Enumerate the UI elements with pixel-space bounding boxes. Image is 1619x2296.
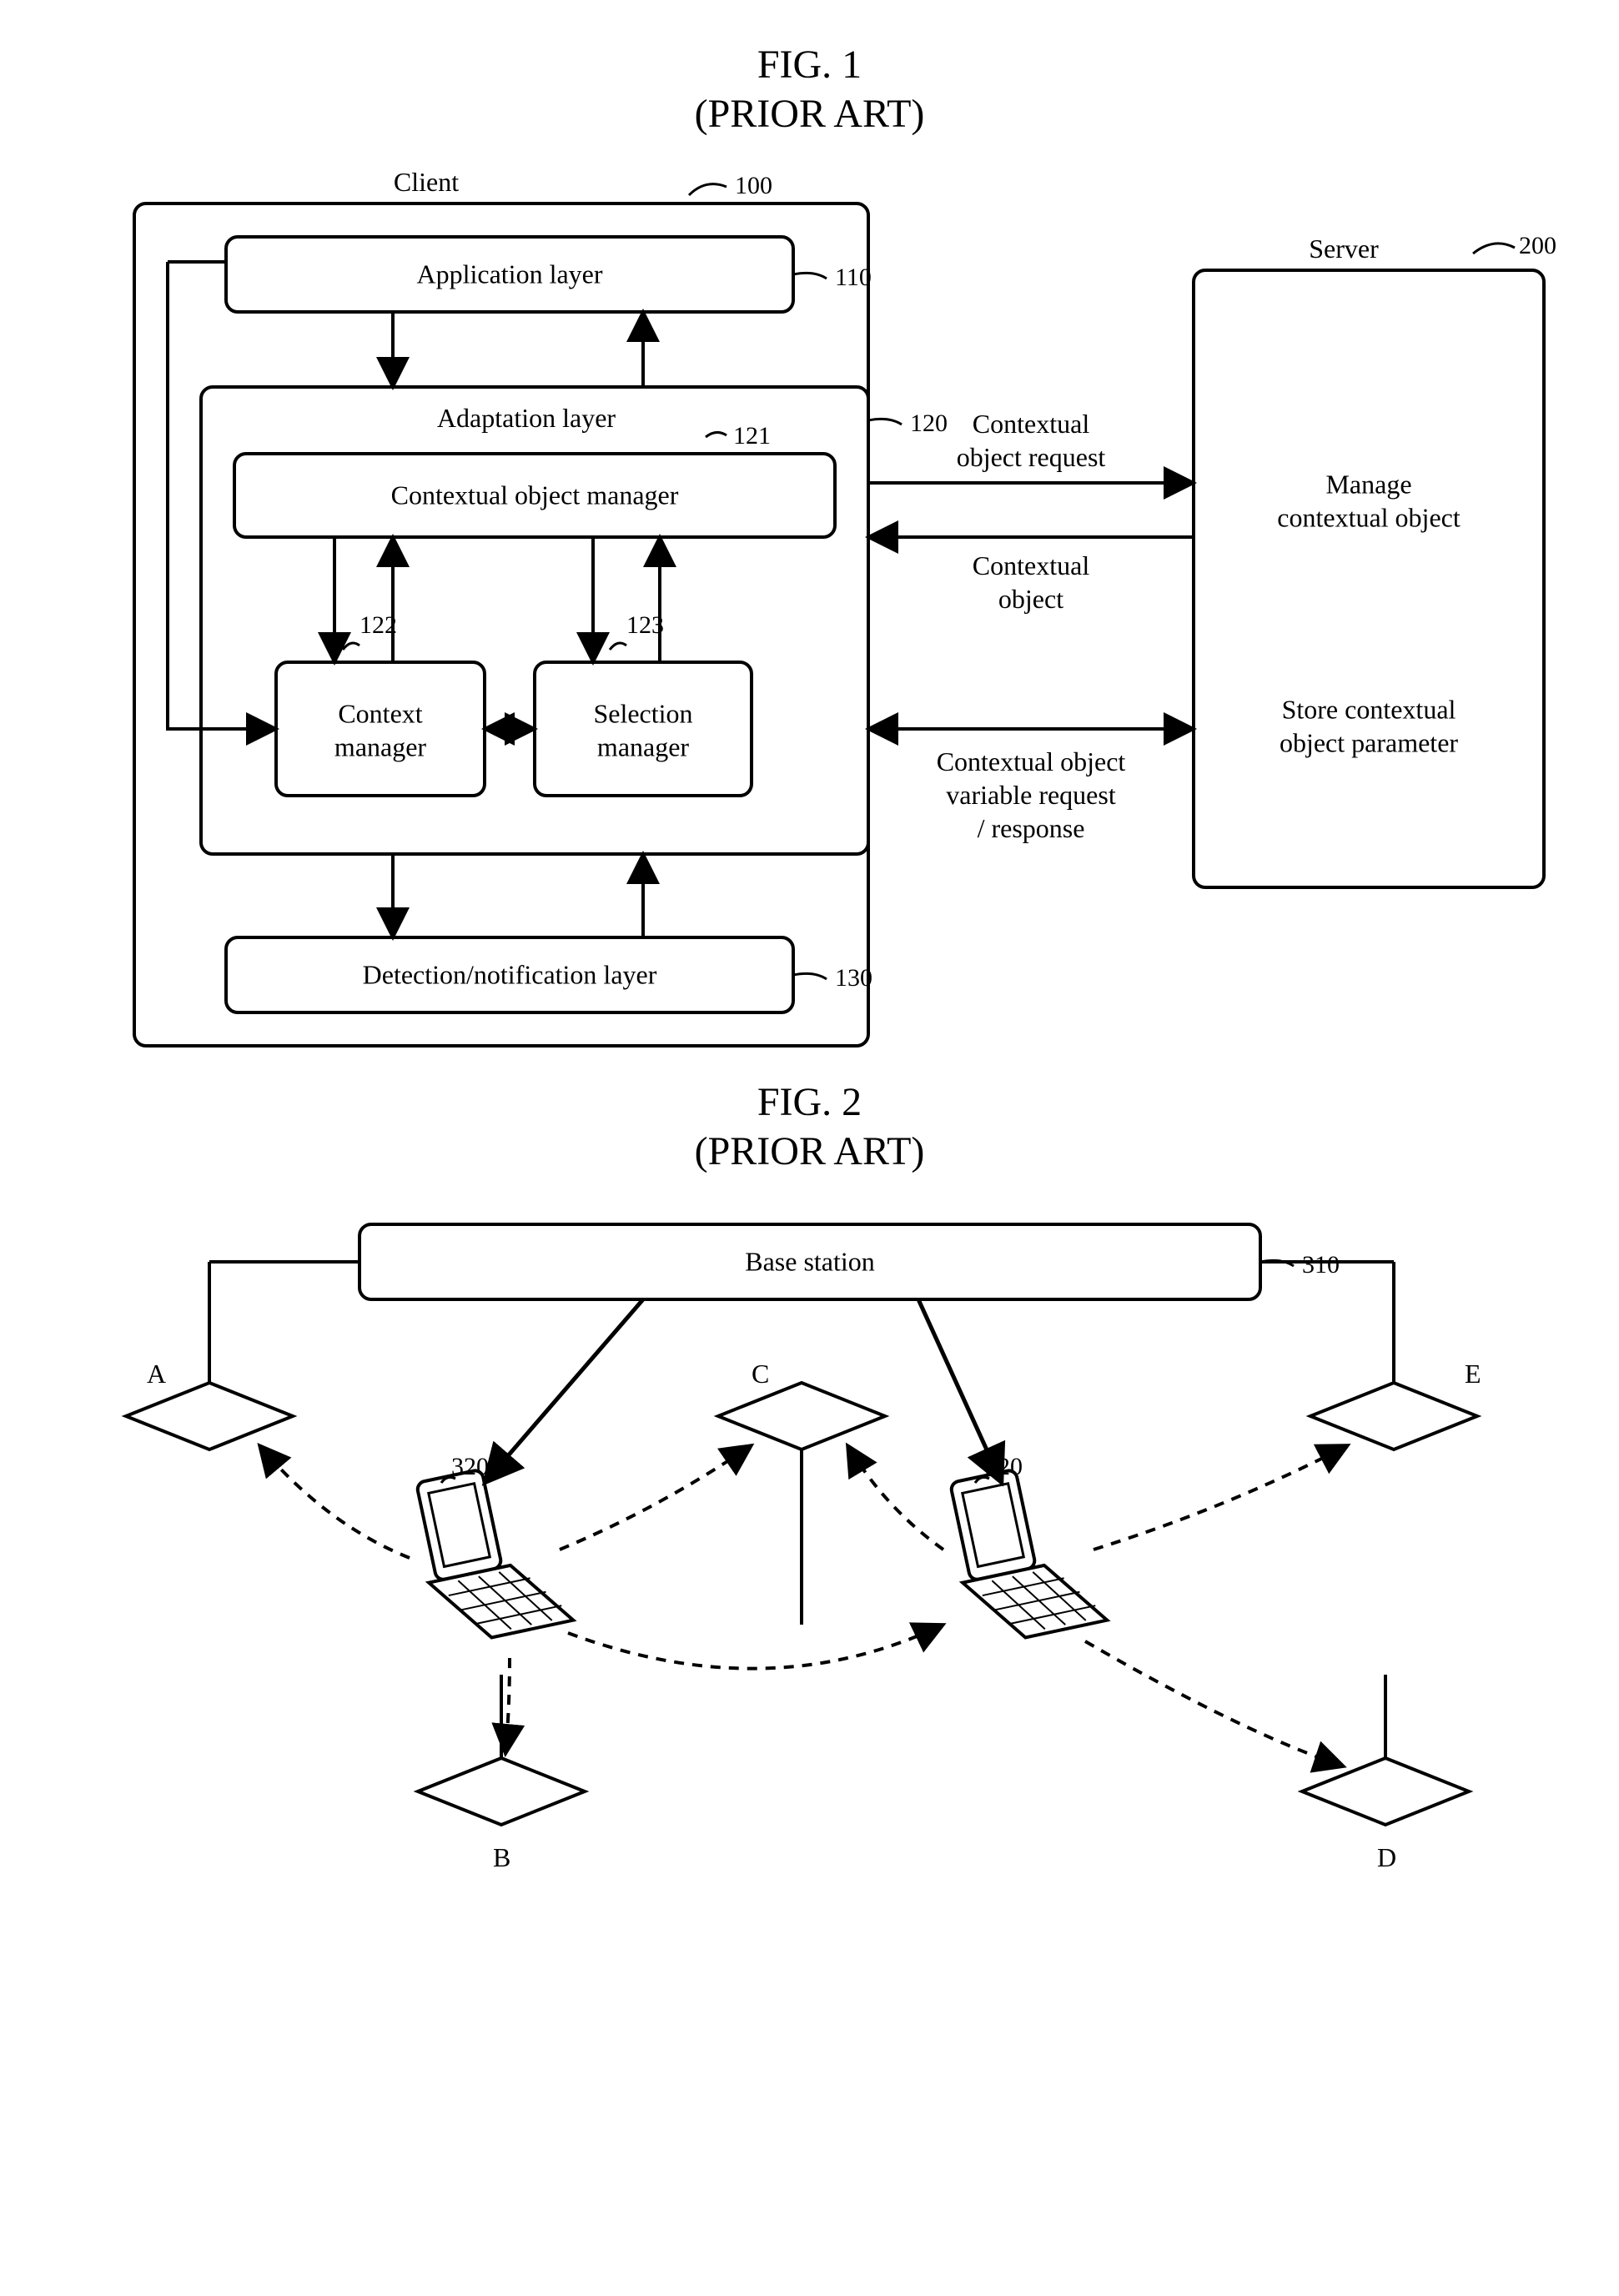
phone-right-to-d: [1085, 1641, 1344, 1766]
phone-right-to-c: [847, 1445, 943, 1550]
context-manager-box: [276, 662, 485, 796]
node-a: [126, 1383, 293, 1449]
fig2-diagram: Base station 310 A C E B D: [59, 1191, 1561, 1942]
arrow-co-2: object: [998, 584, 1063, 614]
selection-manager-label-1: Selection: [593, 698, 692, 728]
context-manager-label-1: Context: [338, 698, 422, 728]
bs-to-phone-right: [918, 1299, 1002, 1483]
selection-manager-box: [535, 662, 752, 796]
fig1-subtitle: (PRIOR ART): [33, 91, 1586, 137]
arrow-coreq-2: object request: [956, 442, 1105, 472]
bs-to-phone-left: [485, 1299, 643, 1483]
node-c: [718, 1383, 885, 1449]
fig1-title: FIG. 1: [33, 42, 1586, 88]
node-d-label: D: [1377, 1842, 1396, 1872]
application-layer-ref: 110: [835, 264, 872, 291]
fig1-diagram: Client 100 Application layer 110 Adaptat…: [59, 153, 1561, 1071]
server-store-1: Store contextual: [1281, 694, 1456, 724]
phone-left-to-b: [505, 1658, 510, 1754]
arrow-cov-1: Contextual object: [936, 746, 1125, 776]
detection-layer-ref: 130: [835, 964, 872, 992]
server-ref: 200: [1519, 232, 1556, 259]
fig2-title: FIG. 2: [33, 1079, 1586, 1125]
node-b-label: B: [493, 1842, 510, 1872]
node-b: [418, 1758, 585, 1825]
server-label: Server: [1309, 234, 1379, 264]
node-e: [1310, 1383, 1477, 1449]
server-box: [1194, 270, 1544, 887]
arrow-coreq-1: Contextual: [972, 409, 1089, 439]
phone-left-ref: 320: [451, 1453, 489, 1480]
contextual-object-manager-label: Contextual object manager: [390, 480, 678, 510]
application-layer-label: Application layer: [416, 259, 602, 289]
adaptation-layer-label: Adaptation layer: [436, 403, 615, 433]
context-manager-label-2: manager: [334, 731, 426, 761]
phone-left-to-phone-right: [568, 1625, 943, 1669]
phone-right: [942, 1457, 1107, 1648]
node-e-label: E: [1465, 1359, 1481, 1389]
server-store-2: object parameter: [1279, 727, 1457, 757]
phone-left-to-a: [259, 1445, 410, 1558]
node-d: [1302, 1758, 1469, 1825]
node-c-label: C: [752, 1359, 769, 1389]
base-station-ref: 310: [1302, 1251, 1340, 1279]
node-a-label: A: [147, 1359, 166, 1389]
arrow-co-1: Contextual: [972, 550, 1089, 580]
server-manage-1: Manage: [1325, 469, 1411, 499]
client-ref: 100: [735, 172, 772, 199]
client-box: [134, 203, 868, 1046]
phone-left-to-c: [560, 1445, 752, 1550]
client-label: Client: [393, 167, 458, 197]
fig2-subtitle: (PRIOR ART): [33, 1128, 1586, 1174]
detection-layer-label: Detection/notification layer: [362, 959, 656, 989]
server-manage-2: contextual object: [1277, 502, 1461, 532]
adaptation-layer-ref: 120: [910, 409, 948, 437]
base-station-label: Base station: [745, 1246, 875, 1276]
phone-right-to-e: [1094, 1445, 1348, 1550]
arrow-cov-3: / response: [977, 813, 1084, 843]
selection-manager-label-2: manager: [596, 731, 689, 761]
arrow-cov-2: variable request: [946, 780, 1116, 810]
com-ref: 121: [733, 422, 771, 450]
phone-left: [408, 1457, 573, 1648]
